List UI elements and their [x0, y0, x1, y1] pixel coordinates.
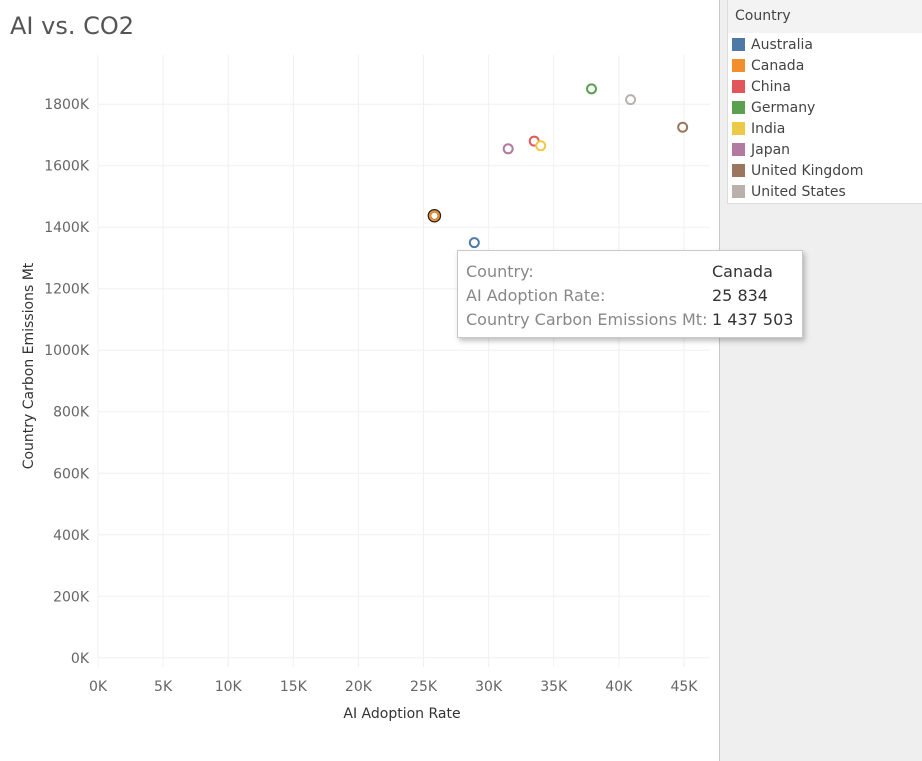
scatter-chart: 0K 5K 10K 15K 20K 25K 30K 35K 40K 45K 0K 200K 400K 60…: [21, 55, 710, 722]
legend: Country Australia Canada China Germany I…: [727, 0, 922, 204]
y-tick-label: 0K: [71, 651, 90, 667]
y-tick-label: 400K: [53, 528, 90, 544]
legend-item-japan[interactable]: Japan: [732, 139, 863, 160]
legend-list: Australia Canada China Germany India Jap…: [732, 34, 863, 202]
x-tick-label: 35K: [540, 679, 568, 695]
legend-swatch: [732, 164, 745, 177]
tooltip-key: Country Carbon Emissions Mt:: [466, 310, 708, 329]
x-tick-label: 10K: [215, 679, 243, 695]
legend-swatch: [732, 59, 745, 72]
tooltip-key: AI Adoption Rate:: [466, 286, 606, 305]
legend-swatch: [732, 122, 745, 135]
x-tick-label: 20K: [345, 679, 373, 695]
legend-swatch: [732, 143, 745, 156]
y-tick-label: 1200K: [44, 282, 90, 298]
data-point-united-kingdom: [677, 121, 689, 133]
x-tick-label: 40K: [605, 679, 633, 695]
y-tick-label: 800K: [53, 405, 90, 421]
legend-item-australia[interactable]: Australia: [732, 34, 863, 55]
legend-label: Germany: [751, 99, 816, 116]
x-tick-label: 0K: [89, 679, 108, 695]
x-tick-label: 30K: [475, 679, 503, 695]
legend-label: Australia: [751, 36, 813, 53]
legend-label: Canada: [751, 57, 805, 74]
legend-item-united-kingdom[interactable]: United Kingdom: [732, 160, 863, 181]
legend-item-china[interactable]: China: [732, 76, 863, 97]
y-tick-label: 200K: [53, 589, 90, 605]
legend-label: China: [751, 78, 791, 95]
y-tick-label: 1400K: [44, 220, 90, 236]
tooltip-key: Country:: [466, 262, 534, 281]
y-tick-label: 1800K: [44, 97, 90, 113]
y-tick-label: 1000K: [44, 343, 90, 359]
tooltip-value: 1 437 503: [712, 310, 794, 329]
data-point-united-states: [625, 94, 637, 106]
legend-swatch: [732, 185, 745, 198]
legend-title: Country: [735, 8, 791, 24]
legend-item-india[interactable]: India: [732, 118, 863, 139]
x-tick-label: 45K: [670, 679, 698, 695]
tooltip-value: Canada: [712, 262, 773, 281]
x-axis-title: AI Adoption Rate: [343, 706, 460, 722]
legend-swatch: [732, 101, 745, 114]
sidebar-panel: Country Australia Canada China Germany I…: [719, 0, 922, 761]
legend-item-canada[interactable]: Canada: [732, 55, 863, 76]
data-point-canada: [428, 210, 440, 222]
chart-title: AI vs. CO2: [10, 12, 135, 40]
legend-swatch: [732, 38, 745, 51]
data-point-australia: [468, 237, 480, 249]
data-point-germany: [586, 83, 598, 95]
legend-header: [728, 0, 922, 33]
tooltip-value: 25 834: [712, 286, 768, 305]
x-tick-label: 5K: [154, 679, 173, 695]
legend-swatch: [732, 80, 745, 93]
legend-item-germany[interactable]: Germany: [732, 97, 863, 118]
x-tick-label: 25K: [410, 679, 438, 695]
legend-label: United Kingdom: [751, 162, 864, 179]
legend-label: United States: [751, 183, 846, 200]
y-tick-label: 600K: [53, 466, 90, 482]
y-tick-label: 1600K: [44, 159, 90, 175]
legend-label: Japan: [751, 141, 791, 158]
data-point-india: [535, 140, 547, 152]
tooltip: Country: Canada AI Adoption Rate: 25 834…: [457, 250, 803, 338]
x-tick-label: 15K: [280, 679, 308, 695]
legend-label: India: [751, 120, 786, 137]
y-axis-title: Country Carbon Emissions Mt: [21, 262, 37, 469]
data-point-japan: [502, 143, 514, 155]
legend-item-united-states[interactable]: United States: [732, 181, 863, 202]
